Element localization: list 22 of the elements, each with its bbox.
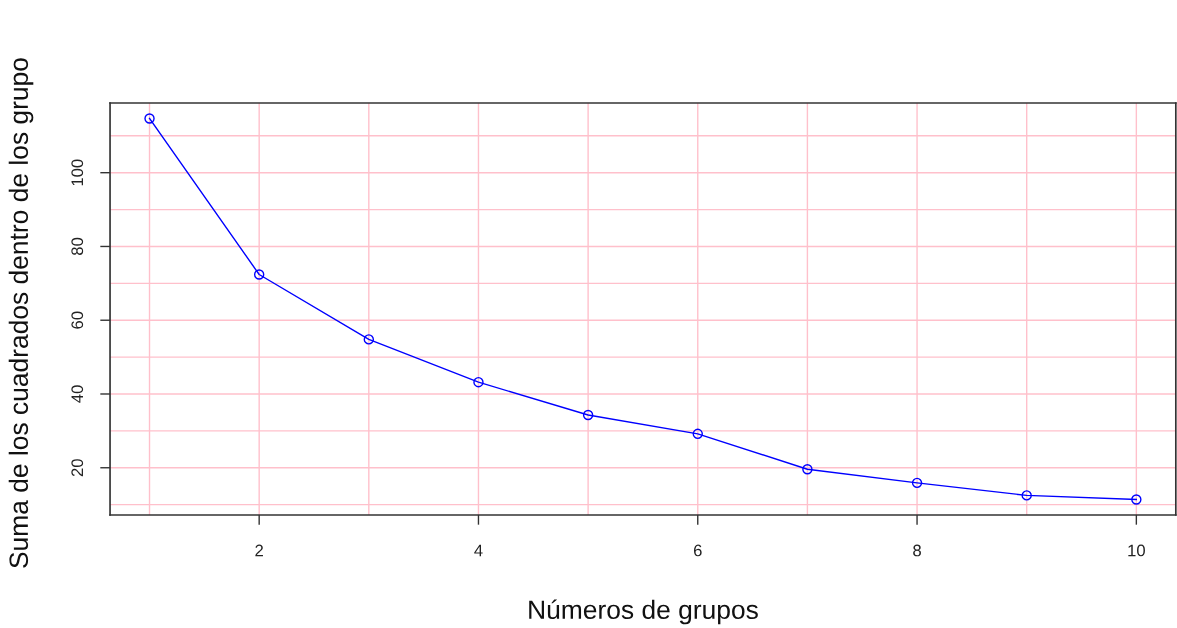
y-tick-label: 40 bbox=[71, 385, 84, 403]
point bbox=[582, 409, 594, 421]
y-tick-label: 20 bbox=[71, 459, 84, 477]
y-tick-label: 100 bbox=[71, 159, 84, 186]
point bbox=[144, 113, 155, 124]
y-axis-title: Suma de los cuadrados dentro de los grupo bbox=[8, 58, 34, 568]
point bbox=[1021, 490, 1032, 501]
x-tick-label: 2 bbox=[255, 544, 263, 557]
x-tick-label: 4 bbox=[474, 544, 483, 557]
x-tick-label: 6 bbox=[693, 544, 702, 557]
point bbox=[911, 477, 923, 489]
point bbox=[802, 464, 813, 475]
point bbox=[253, 269, 265, 280]
x-axis-title: Números de grupos bbox=[529, 599, 758, 625]
y-tick-label: 60 bbox=[71, 311, 84, 329]
x-tick-label: 8 bbox=[913, 544, 921, 557]
y-tick-label: 80 bbox=[71, 237, 84, 256]
point bbox=[363, 334, 375, 345]
point bbox=[473, 376, 484, 388]
x-tick-label: 10 bbox=[1128, 544, 1145, 557]
point bbox=[692, 428, 703, 440]
point bbox=[1131, 494, 1142, 505]
